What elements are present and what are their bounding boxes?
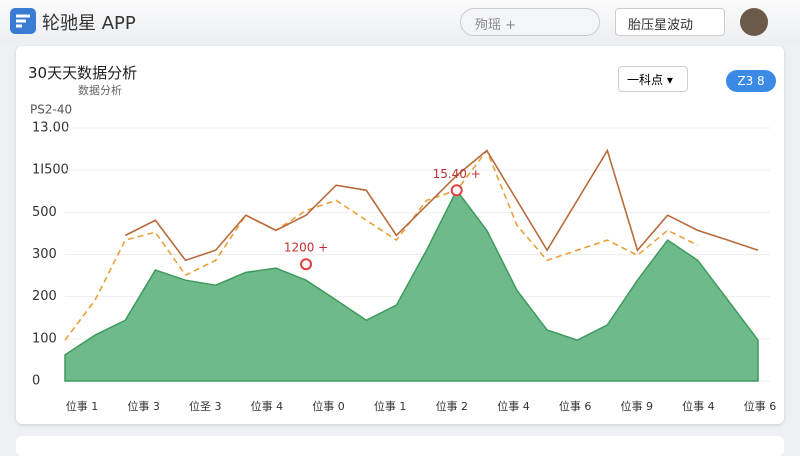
y-label: 100 [32,331,57,346]
app-title: 轮驰星 APP [42,13,136,34]
annotation-marker [450,184,463,197]
x-label: 位事 1 [374,399,407,413]
y-label: 300 [32,247,57,262]
annotation: 15.40 + [433,167,481,181]
y-label: 500 [32,205,57,220]
app-logo [10,8,36,34]
x-label: 位事 4 [682,399,715,413]
x-label: 位事 4 [497,399,530,413]
y-label: 0 [32,374,40,389]
dropdown[interactable]: 一科点 ▾ [618,66,688,92]
x-label: 位事 0 [312,399,345,413]
search[interactable]: 殉瑶 + [460,8,600,36]
x-label: 位事 2 [436,399,469,413]
x-label: 位事 1 [66,399,99,413]
area [64,188,759,382]
x-label: 位事 3 [127,399,160,413]
annotation-marker [300,258,313,271]
annotation: 1200 + [284,241,328,255]
y-axis-label: PS2-40 [30,103,72,117]
line [124,148,759,262]
line [64,148,699,341]
x-label: 位圣 3 [189,399,222,413]
header-button[interactable]: 胎压星波动 [615,8,725,36]
avatar[interactable] [740,8,768,36]
header: 轮驰星 APP 殉瑶 + 胎压星波动 [0,0,800,44]
x-label: 位事 9 [620,399,653,413]
x-label: 位事 6 [559,399,592,413]
x-label: 位事 6 [744,399,777,413]
y-label: 1I500 [32,163,69,178]
card-subtitle: 数据分析 [78,84,122,97]
badge[interactable]: Z3 8 [726,70,776,92]
y-label: 200 [32,289,57,304]
card-title: 30天天数据分析 [28,64,138,82]
y-label: 13.00 [32,121,69,136]
x-label: 位事 4 [251,399,284,413]
